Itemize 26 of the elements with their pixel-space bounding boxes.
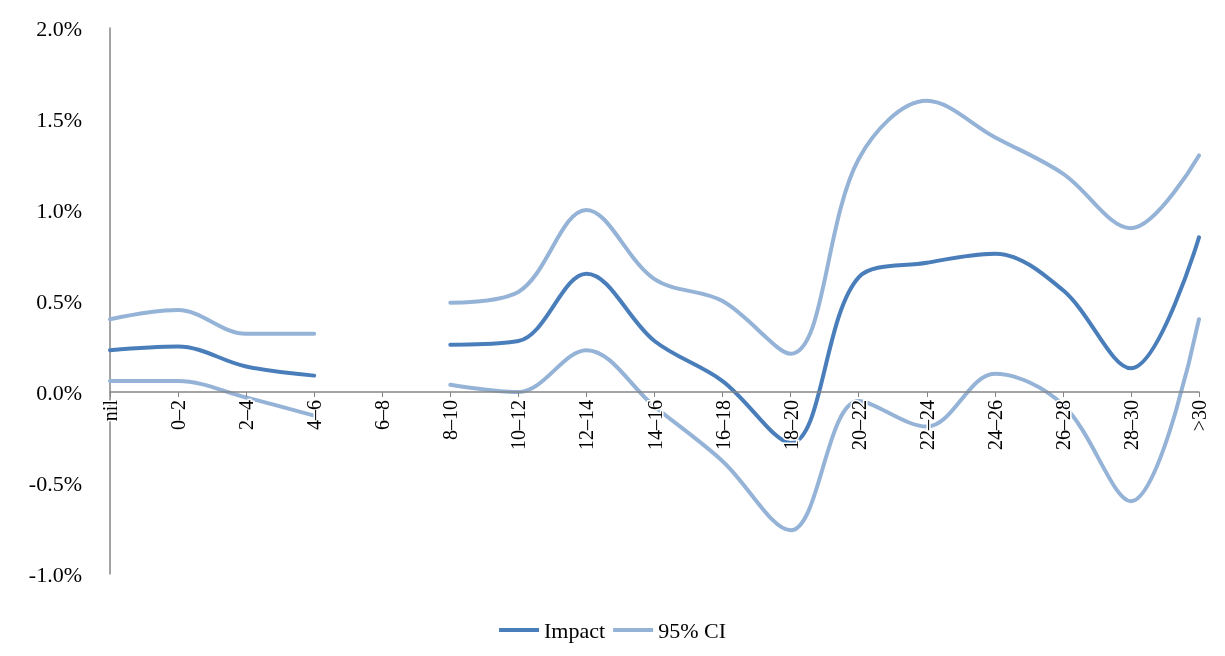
x-tick-label: 24–26 [983,400,1006,450]
y-tick-label: 0.5% [36,288,82,314]
y-tick-label: 2.0% [36,15,82,41]
x-tick-label: nil [99,399,121,422]
x-tick-label: 28–30 [1119,400,1142,450]
legend-label: Impact [544,617,606,643]
y-tick-label: 0.0% [36,379,82,405]
y-tick-label: -1.0% [28,561,82,587]
x-tick-label: 8–10 [439,400,462,440]
x-tick-label: 14–16 [643,400,666,450]
x-tick-label: 26–28 [1051,400,1074,450]
x-tick-label: 4–6 [303,400,326,430]
x-tick-label: 12–14 [575,400,598,450]
x-tick-label: 16–18 [711,400,734,450]
x-tick-label: 10–12 [507,400,530,450]
y-tick-label: 1.0% [36,197,82,223]
x-tick-label: 0–2 [167,400,190,430]
x-tick-label: 20–22 [847,400,870,450]
y-tick-label: 1.5% [36,106,82,132]
x-tick-label: 22–24 [915,400,938,450]
x-tick-label: 6–8 [371,400,394,430]
legend-label: 95% CI [658,617,726,643]
y-tick-label: -0.5% [28,470,82,496]
x-tick-label: >30 [1188,400,1210,432]
x-tick-label: 18–20 [779,400,802,450]
x-tick-label: 2–4 [235,400,258,430]
